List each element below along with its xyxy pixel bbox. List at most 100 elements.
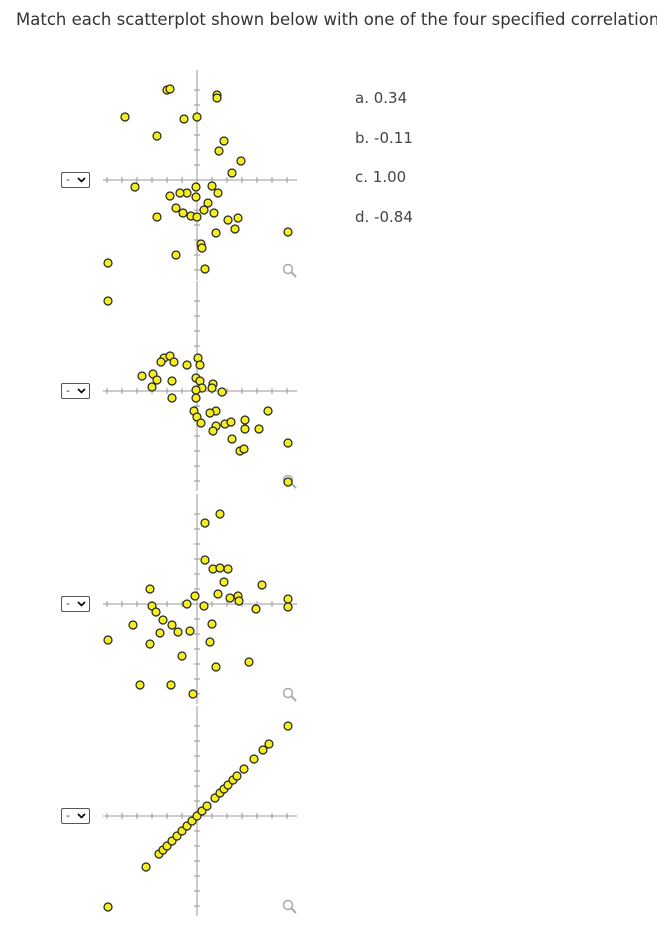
scatter-point	[230, 224, 240, 234]
scatter-point	[182, 599, 192, 609]
scatter-point	[130, 182, 140, 192]
scatter-point	[240, 415, 250, 425]
scatter-point	[199, 205, 209, 215]
scatter-point	[236, 156, 246, 166]
scatter-point	[166, 680, 176, 690]
scatter-point	[152, 375, 162, 385]
scatter-point	[263, 406, 273, 416]
scatter-point	[196, 418, 206, 428]
scatter-point	[213, 589, 223, 599]
scatter-point	[209, 208, 219, 218]
scatter-point	[239, 764, 249, 774]
scatter-point	[212, 93, 222, 103]
scatter-point	[257, 580, 267, 590]
scatter-point	[200, 555, 210, 565]
scatter-point	[155, 628, 165, 638]
scatter-point	[171, 250, 181, 260]
scatter-point	[190, 591, 200, 601]
scatter-point	[264, 739, 274, 749]
option: a. 0.34	[355, 89, 408, 107]
scatter-point	[254, 424, 264, 434]
scatter-point	[188, 689, 198, 699]
scatter-point	[167, 620, 177, 630]
scatter-point	[283, 721, 293, 731]
chevron	[77, 177, 86, 183]
scatter-point	[233, 213, 243, 223]
scatter-point	[151, 607, 161, 617]
scatter-point	[103, 635, 113, 645]
scatter-point	[219, 577, 229, 587]
scatter-point	[232, 771, 242, 781]
option: b. -0.11	[355, 129, 413, 147]
zoom-icon	[282, 687, 294, 699]
scatter-point	[223, 215, 233, 225]
scatter-point	[156, 357, 166, 367]
scatter-point	[167, 393, 177, 403]
option: c. 1.00	[355, 168, 407, 186]
scatter-point	[185, 626, 195, 636]
scatter-point	[135, 680, 145, 690]
scatter-point	[207, 383, 217, 393]
scatter-point	[182, 360, 192, 370]
scatter-point	[147, 382, 157, 392]
scatter-point	[179, 114, 189, 124]
select-value: -	[66, 809, 70, 822]
scatter-point	[207, 619, 217, 629]
scatter-point	[205, 637, 215, 647]
scatter-point	[145, 584, 155, 594]
scatter-point	[165, 191, 175, 201]
scatter-point	[258, 745, 268, 755]
correlation-select[interactable]: -	[61, 808, 90, 824]
scatter-point	[244, 657, 254, 667]
scatter-point	[158, 615, 168, 625]
scatter-point	[208, 426, 218, 436]
scatter-point	[215, 509, 225, 519]
scatter-point	[120, 112, 130, 122]
correlation-select[interactable]: -	[61, 596, 90, 612]
zoom-icon	[282, 899, 294, 911]
scatter-point	[167, 376, 177, 386]
scatter-point	[215, 563, 225, 573]
scatter-point	[191, 385, 201, 395]
scatter-point	[251, 604, 261, 614]
scatter-point	[207, 181, 217, 191]
scatter-point	[145, 639, 155, 649]
scatter-point	[169, 357, 179, 367]
scatter-point	[199, 601, 209, 611]
scatter-point	[227, 168, 237, 178]
correlation-select[interactable]: -	[61, 383, 90, 399]
scatter-point	[192, 212, 202, 222]
scatter-point	[234, 596, 244, 606]
chevron	[77, 813, 86, 819]
scatter-point	[200, 518, 210, 528]
scatter-point	[103, 902, 113, 912]
scatter-point	[141, 862, 151, 872]
scatter-point	[191, 182, 201, 192]
scatter-point	[202, 801, 212, 811]
scatter-point	[152, 212, 162, 222]
scatter-point	[214, 146, 224, 156]
select-value: -	[66, 384, 70, 397]
question: Match each scatterplot shown below with …	[16, 10, 657, 29]
zoom-icon-handle	[290, 695, 297, 702]
scatter-point	[137, 371, 147, 381]
zoom-icon-handle	[290, 271, 297, 278]
scatter-point	[211, 662, 221, 672]
zoom-icon	[282, 263, 294, 275]
scatter-point	[195, 360, 205, 370]
scatter-point	[103, 296, 113, 306]
scatter-point	[103, 258, 113, 268]
scatter-point	[177, 651, 187, 661]
scatter-point	[249, 754, 259, 764]
scatter-point	[211, 228, 221, 238]
scatter-point	[227, 434, 237, 444]
scatter-point	[178, 208, 188, 218]
scatter-point	[239, 444, 249, 454]
correlation-select[interactable]: -	[61, 172, 90, 188]
scatter-point	[217, 387, 227, 397]
zoom-icon-handle	[290, 907, 297, 914]
scatter-point	[213, 188, 223, 198]
scatter-point	[283, 602, 293, 612]
